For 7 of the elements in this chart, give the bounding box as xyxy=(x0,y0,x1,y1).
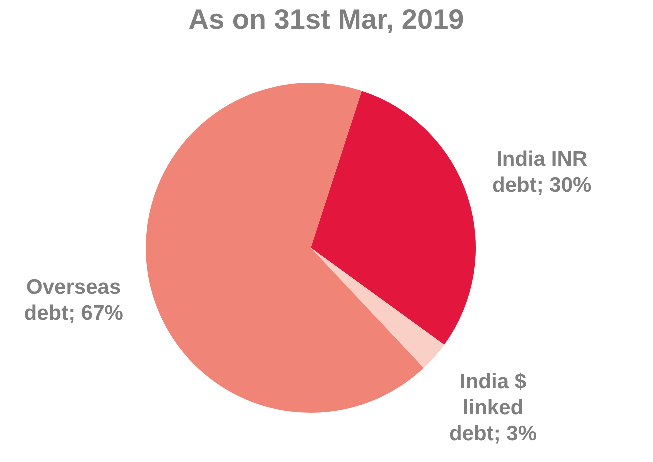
pie-slice xyxy=(311,248,444,368)
slice-label: India INR debt; 30% xyxy=(492,147,592,196)
slice-label: Overseas debt; 67% xyxy=(24,276,124,325)
slice-label: India $ linked debt; 3% xyxy=(450,370,538,446)
pie-slice xyxy=(146,83,424,413)
chart-title: As on 31st Mar, 2019 xyxy=(188,4,466,36)
pie-slice xyxy=(311,91,476,345)
